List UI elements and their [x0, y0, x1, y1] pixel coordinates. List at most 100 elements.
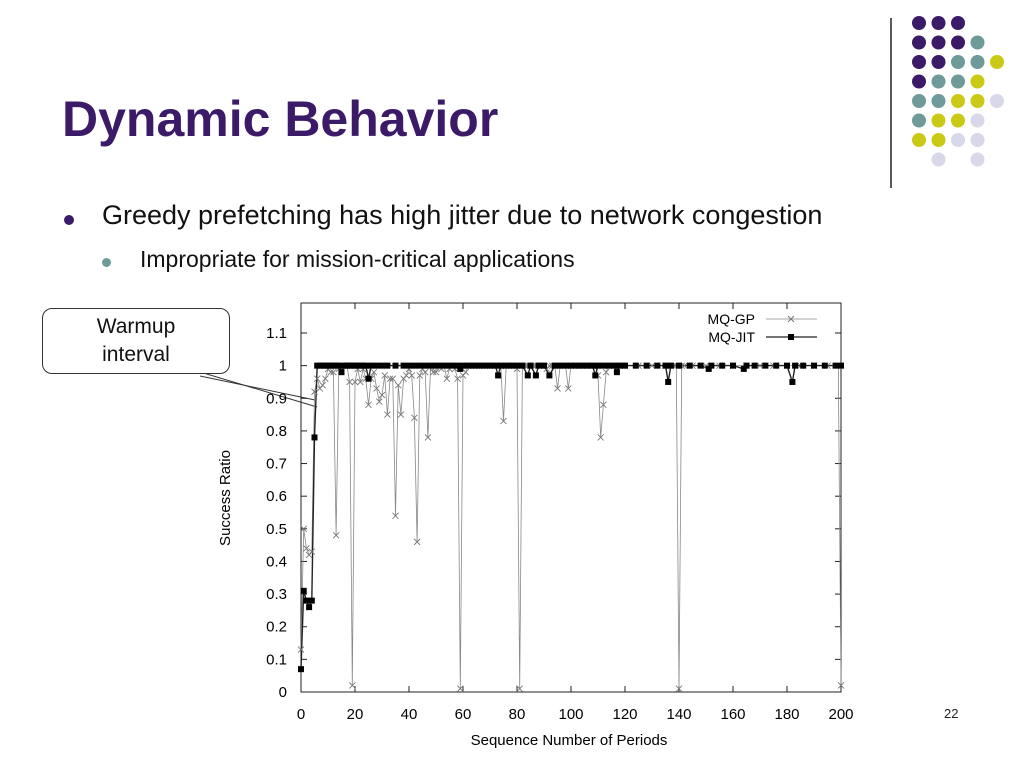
mq-jit-markers	[298, 362, 844, 673]
mq-jit-point	[438, 362, 445, 369]
mq-gp-point	[297, 646, 305, 653]
mq-gp-point	[516, 685, 524, 693]
decor-dot	[931, 16, 946, 30]
mq-gp-point	[370, 368, 378, 376]
mq-jit-point	[667, 362, 674, 369]
mq-jit-point	[605, 362, 612, 369]
mq-jit-point	[546, 372, 553, 379]
mq-gp-point	[303, 545, 310, 552]
y-tick-label: 0.8	[266, 423, 287, 440]
mq-jit-point	[632, 362, 639, 369]
decor-dot	[970, 113, 985, 128]
decor-dot	[931, 35, 946, 50]
mq-jit-point	[311, 434, 318, 441]
mq-jit-point	[400, 362, 407, 369]
mq-jit-point	[298, 666, 304, 673]
mq-jit-point	[411, 362, 418, 369]
mq-jit-point	[384, 362, 391, 369]
y-tick-label: 0.4	[266, 553, 287, 570]
x-tick-label: 120	[612, 706, 637, 723]
callout-text-line-2: interval	[102, 343, 170, 366]
x-tick-label: 160	[720, 706, 745, 723]
plot-frame	[300, 302, 842, 693]
mq-gp-point	[756, 362, 764, 369]
mq-gp-point	[357, 378, 364, 386]
mq-gp-point	[384, 411, 391, 418]
mq-jit-point	[789, 378, 796, 385]
mq-gp-point	[321, 375, 329, 383]
mq-jit-point	[495, 372, 502, 379]
mq-jit-point	[784, 362, 790, 369]
mq-jit-point	[662, 362, 669, 369]
decor-dot	[912, 94, 926, 108]
mq-jit-point	[308, 597, 315, 604]
mq-gp-point	[308, 548, 316, 555]
x-axis-label: Sequence Number of Periods	[471, 732, 668, 749]
mq-gp-point	[413, 538, 421, 546]
mq-gp-point	[554, 385, 561, 392]
mq-jit-point	[362, 362, 369, 369]
mq-jit-point	[573, 362, 580, 369]
decor-dot	[951, 16, 965, 30]
x-tick-label: 200	[828, 706, 853, 723]
mq-jit-point	[454, 362, 461, 369]
decor-dot	[970, 74, 985, 89]
mq-jit-point	[492, 362, 499, 369]
x-tick-label: 80	[509, 706, 526, 723]
mq-jit-series-line	[300, 363, 841, 670]
y-tick-label: 0.7	[266, 456, 287, 473]
x-tick-label: 60	[455, 706, 472, 723]
mq-jit-point	[300, 587, 307, 594]
sub-bullet-marker	[102, 258, 111, 267]
bullet-text-1: Greedy prefetching has high jitter due t…	[102, 200, 823, 230]
mq-jit-point	[379, 362, 385, 369]
mq-gp-point	[373, 385, 380, 392]
mq-gp-point	[564, 385, 572, 392]
mq-gp-point	[348, 682, 356, 689]
mq-jit-point	[392, 362, 399, 369]
mq-jit-point	[303, 597, 310, 604]
mq-gp-point	[346, 378, 353, 386]
decor-dot	[912, 113, 926, 128]
mq-jit-point	[616, 362, 623, 369]
mq-jit-point	[449, 362, 456, 369]
mq-jit-point	[416, 362, 423, 369]
decorative-dot-grid	[912, 16, 1004, 167]
mq-gp-point	[300, 525, 308, 533]
decor-dot	[951, 74, 965, 89]
decor-dot	[951, 55, 965, 69]
mq-jit-point	[589, 362, 596, 369]
mq-jit-point	[811, 362, 817, 369]
mq-gp-point	[600, 401, 607, 409]
mq-gp-point	[411, 414, 418, 422]
mq-gp-series-line	[300, 364, 842, 689]
mq-gp-point	[332, 532, 340, 539]
decor-dot	[931, 113, 946, 128]
mq-gp-point	[421, 368, 429, 376]
y-axis-label: Success Ratio	[217, 450, 234, 546]
y-tick-label: 0.9	[266, 390, 287, 407]
success-ratio-chart: 0 20 40 60 80 100 120 140 160 180 200 0 0.1 0.2 0.3 0.4…	[200, 302, 854, 749]
decor-dot	[990, 94, 1004, 108]
mq-jit-point	[719, 362, 726, 369]
page-number: 22	[944, 706, 959, 721]
mq-gp-point	[381, 372, 389, 379]
mq-jit-point	[676, 362, 682, 369]
mq-gp-markers	[297, 362, 845, 693]
decor-dot	[970, 133, 985, 147]
decor-dot	[970, 152, 985, 167]
mq-jit-point	[476, 362, 483, 369]
mq-jit-point	[762, 362, 769, 369]
mq-jit-point	[527, 362, 534, 369]
y-tick-label: 0.2	[266, 619, 287, 636]
bullet-marker	[64, 215, 74, 225]
y-tick-label: 0.6	[266, 488, 287, 505]
legend-marker-mq-jit	[788, 334, 794, 340]
mq-gp-point	[394, 381, 402, 389]
mq-jit-point	[368, 362, 375, 369]
decor-dot	[912, 16, 926, 30]
y-tick-label: 1.1	[266, 325, 287, 342]
mq-jit-point	[592, 372, 599, 379]
mq-jit-point	[800, 362, 807, 369]
